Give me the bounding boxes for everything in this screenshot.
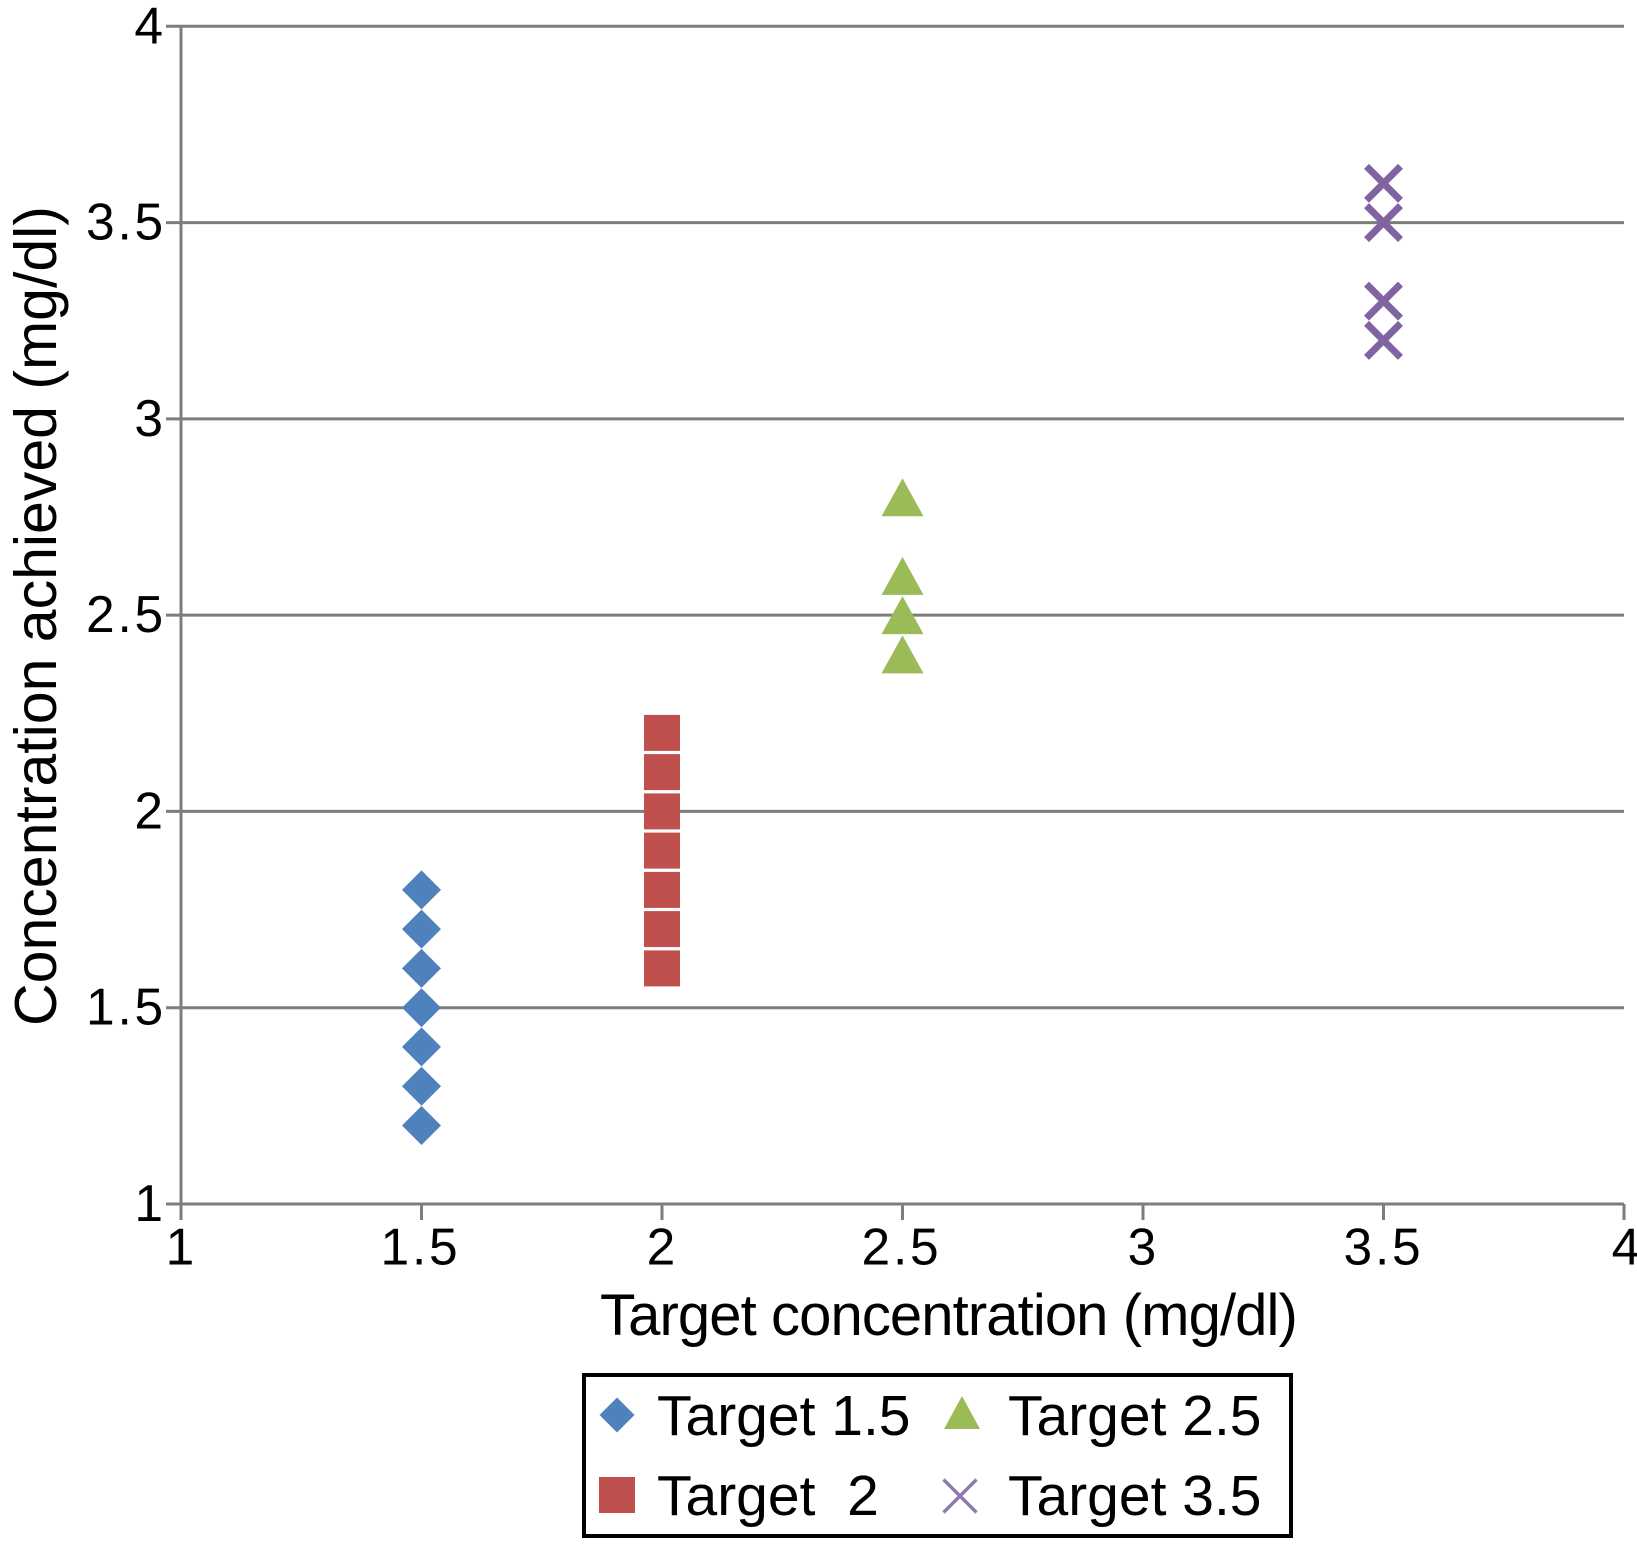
svg-text:Target 3.5: Target 3.5 <box>1008 1464 1262 1528</box>
svg-text:3.5: 3.5 <box>86 193 166 251</box>
svg-text:3: 3 <box>1128 1218 1157 1276</box>
svg-text:2: 2 <box>134 781 163 839</box>
svg-text:Target 2: Target 2 <box>657 1464 879 1528</box>
svg-text:2: 2 <box>647 1218 676 1276</box>
svg-text:3: 3 <box>134 389 163 447</box>
svg-text:4: 4 <box>134 0 163 54</box>
svg-text:Target 1.5: Target 1.5 <box>657 1384 911 1448</box>
svg-text:1: 1 <box>134 1174 163 1232</box>
svg-text:2.5: 2.5 <box>862 1218 942 1276</box>
svg-text:1: 1 <box>166 1218 195 1276</box>
svg-text:Target 2.5: Target 2.5 <box>1008 1384 1262 1448</box>
svg-text:Concentration achieved (mg/dl): Concentration achieved (mg/dl) <box>3 206 69 1026</box>
svg-text:Target concentration (mg/dl): Target concentration (mg/dl) <box>600 1283 1297 1348</box>
svg-text:1.5: 1.5 <box>86 978 166 1036</box>
svg-text:2.5: 2.5 <box>86 585 166 643</box>
svg-text:1.5: 1.5 <box>381 1218 461 1276</box>
svg-text:4: 4 <box>1612 1218 1637 1276</box>
svg-text:3.5: 3.5 <box>1344 1218 1424 1276</box>
